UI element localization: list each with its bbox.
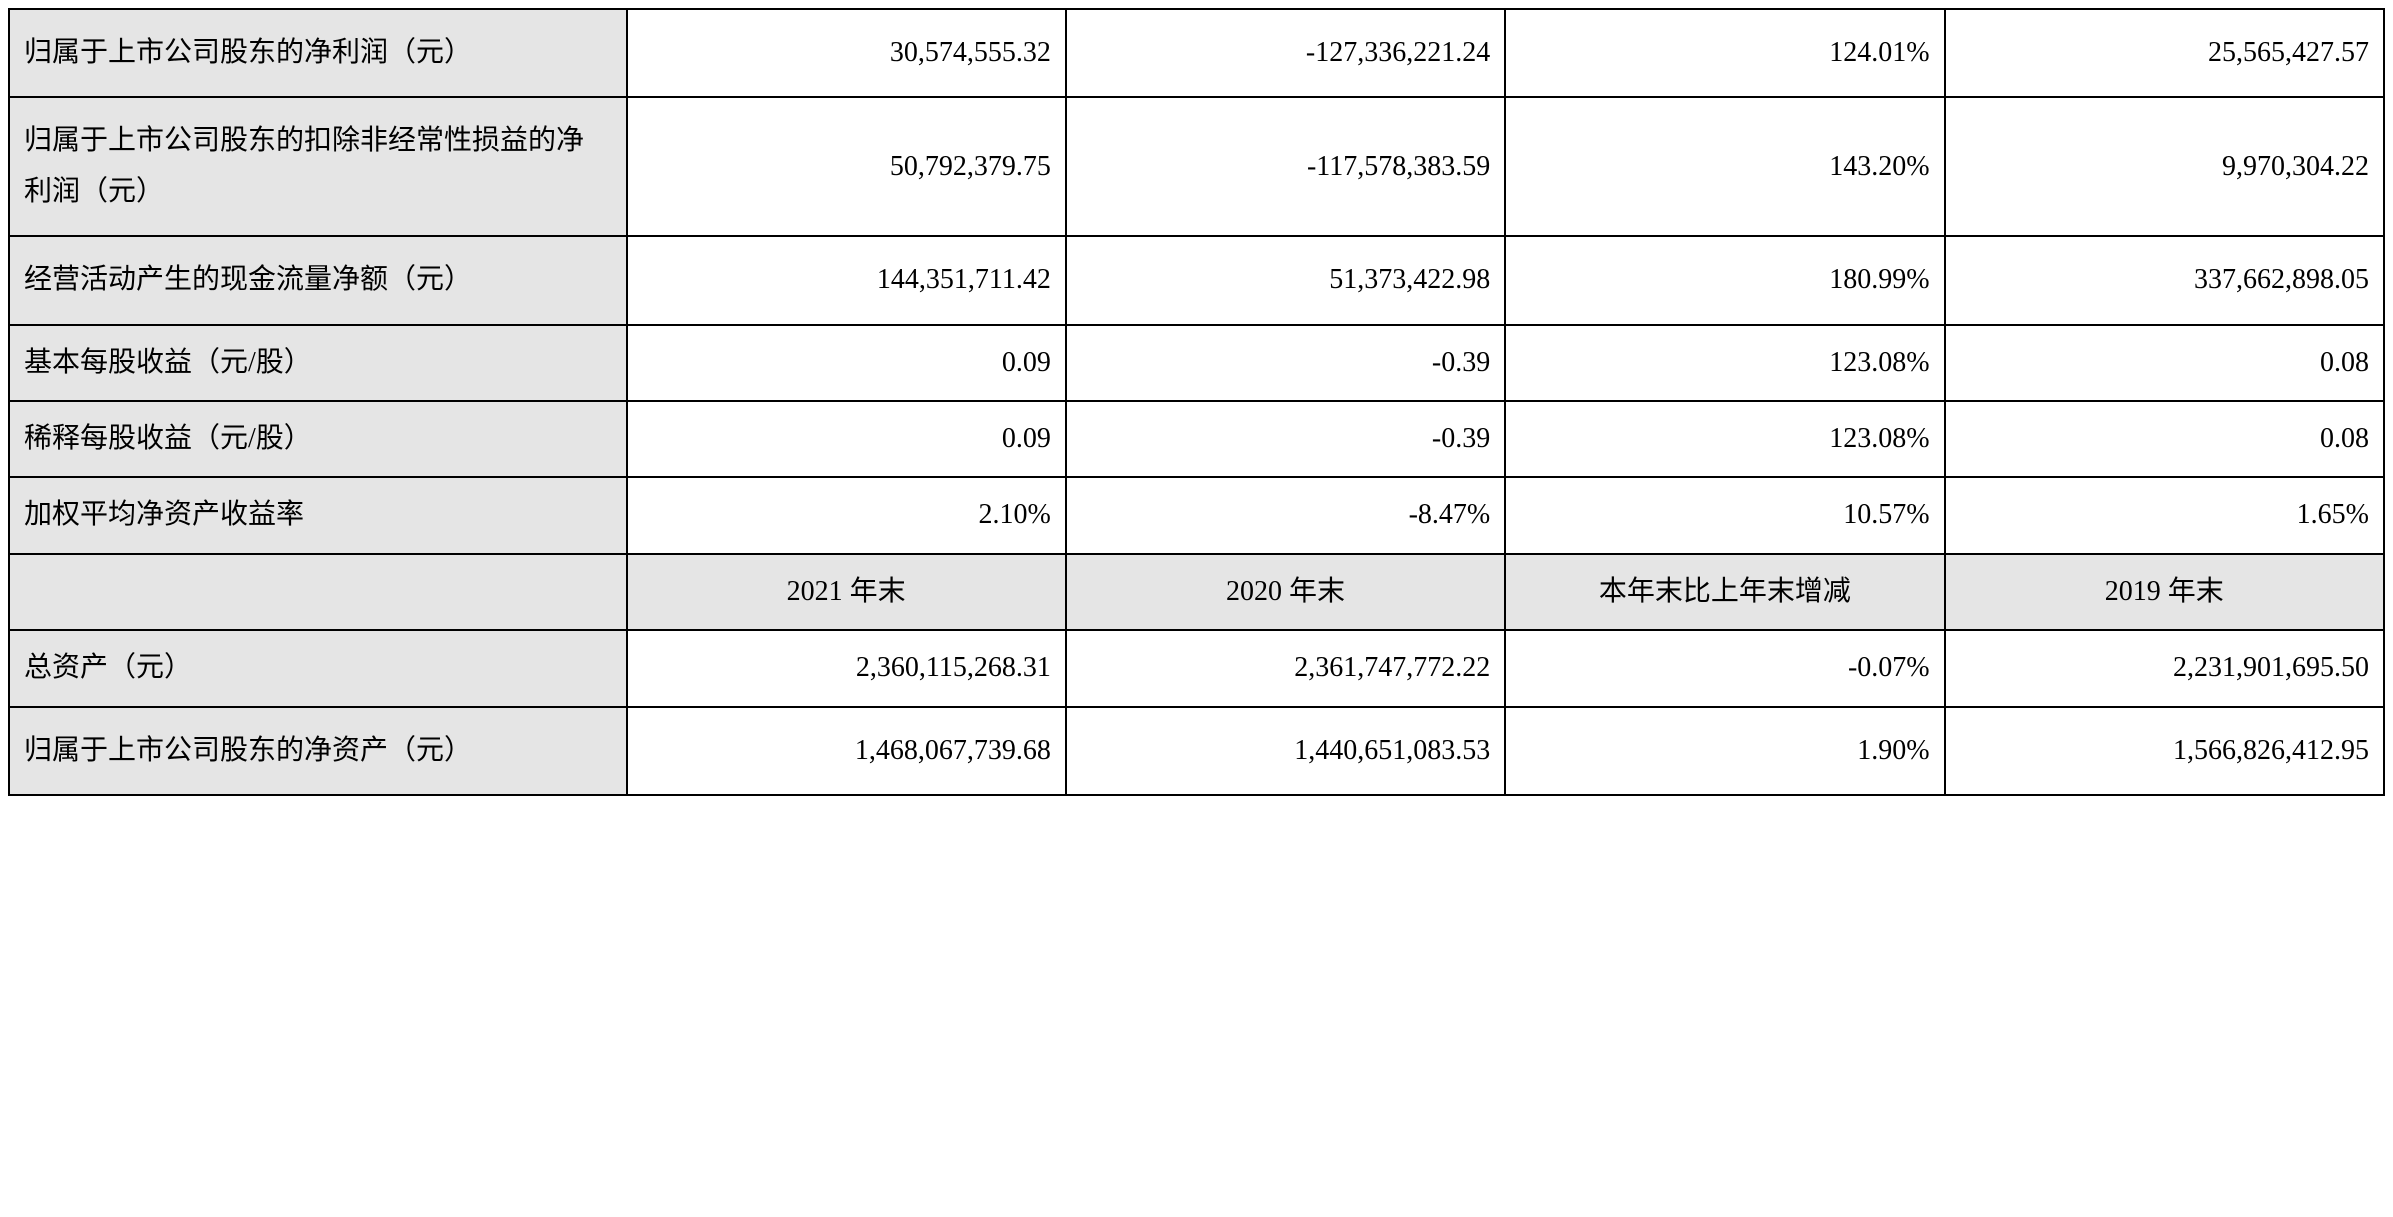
cell-value: 1,566,826,412.95 [1945,707,2384,795]
row-label: 总资产（元） [9,630,627,706]
cell-value: -0.07% [1505,630,1944,706]
header-cell: 本年末比上年末增减 [1505,554,1944,630]
cell-value: 2,361,747,772.22 [1066,630,1505,706]
row-label: 归属于上市公司股东的净资产（元） [9,707,627,795]
cell-value: 2,360,115,268.31 [627,630,1066,706]
row-label: 基本每股收益（元/股） [9,325,627,401]
cell-value: 51,373,422.98 [1066,236,1505,324]
table-body-section1: 归属于上市公司股东的净利润（元） 30,574,555.32 -127,336,… [9,9,2384,795]
cell-value: -0.39 [1066,401,1505,477]
cell-value: 50,792,379.75 [627,97,1066,236]
row-label: 归属于上市公司股东的净利润（元） [9,9,627,97]
header-cell: 2019 年末 [1945,554,2384,630]
cell-value: 143.20% [1505,97,1944,236]
cell-value: 9,970,304.22 [1945,97,2384,236]
row-label: 归属于上市公司股东的扣除非经常性损益的净利润（元） [9,97,627,236]
cell-value: 2,231,901,695.50 [1945,630,2384,706]
table-row: 归属于上市公司股东的净利润（元） 30,574,555.32 -127,336,… [9,9,2384,97]
cell-value: -127,336,221.24 [1066,9,1505,97]
table-row: 加权平均净资产收益率 2.10% -8.47% 10.57% 1.65% [9,477,2384,553]
cell-value: 144,351,711.42 [627,236,1066,324]
cell-value: 1,440,651,083.53 [1066,707,1505,795]
cell-value: 0.09 [627,401,1066,477]
row-label: 经营活动产生的现金流量净额（元） [9,236,627,324]
header-cell [9,554,627,630]
cell-value: 0.08 [1945,325,2384,401]
financial-table: 归属于上市公司股东的净利润（元） 30,574,555.32 -127,336,… [8,8,2385,796]
cell-value: 123.08% [1505,401,1944,477]
cell-value: 25,565,427.57 [1945,9,2384,97]
table-row: 稀释每股收益（元/股） 0.09 -0.39 123.08% 0.08 [9,401,2384,477]
cell-value: 124.01% [1505,9,1944,97]
cell-value: 10.57% [1505,477,1944,553]
cell-value: 337,662,898.05 [1945,236,2384,324]
row-label: 稀释每股收益（元/股） [9,401,627,477]
table-row: 归属于上市公司股东的扣除非经常性损益的净利润（元） 50,792,379.75 … [9,97,2384,236]
cell-value: 2.10% [627,477,1066,553]
table-row: 总资产（元） 2,360,115,268.31 2,361,747,772.22… [9,630,2384,706]
cell-value: 30,574,555.32 [627,9,1066,97]
cell-value: 1.90% [1505,707,1944,795]
table-row: 经营活动产生的现金流量净额（元） 144,351,711.42 51,373,4… [9,236,2384,324]
cell-value: -117,578,383.59 [1066,97,1505,236]
header-cell: 2021 年末 [627,554,1066,630]
cell-value: 180.99% [1505,236,1944,324]
table-row: 基本每股收益（元/股） 0.09 -0.39 123.08% 0.08 [9,325,2384,401]
header-cell: 2020 年末 [1066,554,1505,630]
cell-value: 1,468,067,739.68 [627,707,1066,795]
table-row: 归属于上市公司股东的净资产（元） 1,468,067,739.68 1,440,… [9,707,2384,795]
cell-value: 123.08% [1505,325,1944,401]
row-label: 加权平均净资产收益率 [9,477,627,553]
cell-value: -0.39 [1066,325,1505,401]
cell-value: -8.47% [1066,477,1505,553]
table-header-row: 2021 年末 2020 年末 本年末比上年末增减 2019 年末 [9,554,2384,630]
cell-value: 0.08 [1945,401,2384,477]
cell-value: 1.65% [1945,477,2384,553]
cell-value: 0.09 [627,325,1066,401]
